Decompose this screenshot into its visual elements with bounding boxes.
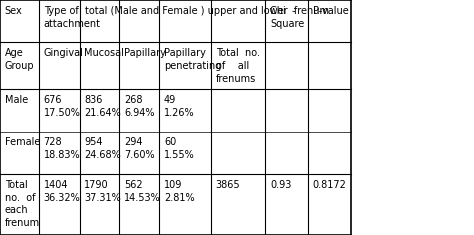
Text: Total  no.
of    all
frenums: Total no. of all frenums (216, 48, 260, 84)
Text: 1790
37.31%: 1790 37.31% (84, 180, 121, 203)
Text: Gingival: Gingival (44, 48, 83, 58)
Text: Papillary: Papillary (124, 48, 166, 58)
Text: 109
2.81%: 109 2.81% (164, 180, 195, 203)
Text: Sex: Sex (5, 6, 22, 16)
Text: Male: Male (5, 95, 28, 105)
Text: P-value: P-value (313, 6, 348, 16)
Text: Mucosal: Mucosal (84, 48, 124, 58)
Text: Female: Female (5, 137, 40, 148)
Text: 3865: 3865 (216, 180, 240, 190)
Text: 294
7.60%: 294 7.60% (124, 137, 155, 160)
Text: 1404
36.32%: 1404 36.32% (44, 180, 81, 203)
Text: Papillary
penetrating: Papillary penetrating (164, 48, 221, 71)
Text: 728
18.83%: 728 18.83% (44, 137, 80, 160)
Text: 60
1.55%: 60 1.55% (164, 137, 195, 160)
Text: 49
1.26%: 49 1.26% (164, 95, 195, 118)
Text: Type of  total (Male and Female ) upper and lower  frenum
attachment: Type of total (Male and Female ) upper a… (44, 6, 328, 29)
Text: 562
14.53%: 562 14.53% (124, 180, 161, 203)
Text: 836
21.64%: 836 21.64% (84, 95, 121, 118)
Text: Age
Group: Age Group (5, 48, 34, 71)
Text: 268
6.94%: 268 6.94% (124, 95, 155, 118)
Text: 676
17.50%: 676 17.50% (44, 95, 81, 118)
Text: Total
no.  of
each
frenum: Total no. of each frenum (5, 180, 40, 228)
Text: 0.93: 0.93 (270, 180, 292, 190)
Text: Chi  -
Square: Chi - Square (270, 6, 304, 29)
Text: 954
24.68%: 954 24.68% (84, 137, 121, 160)
Text: 0.8172: 0.8172 (313, 180, 346, 190)
